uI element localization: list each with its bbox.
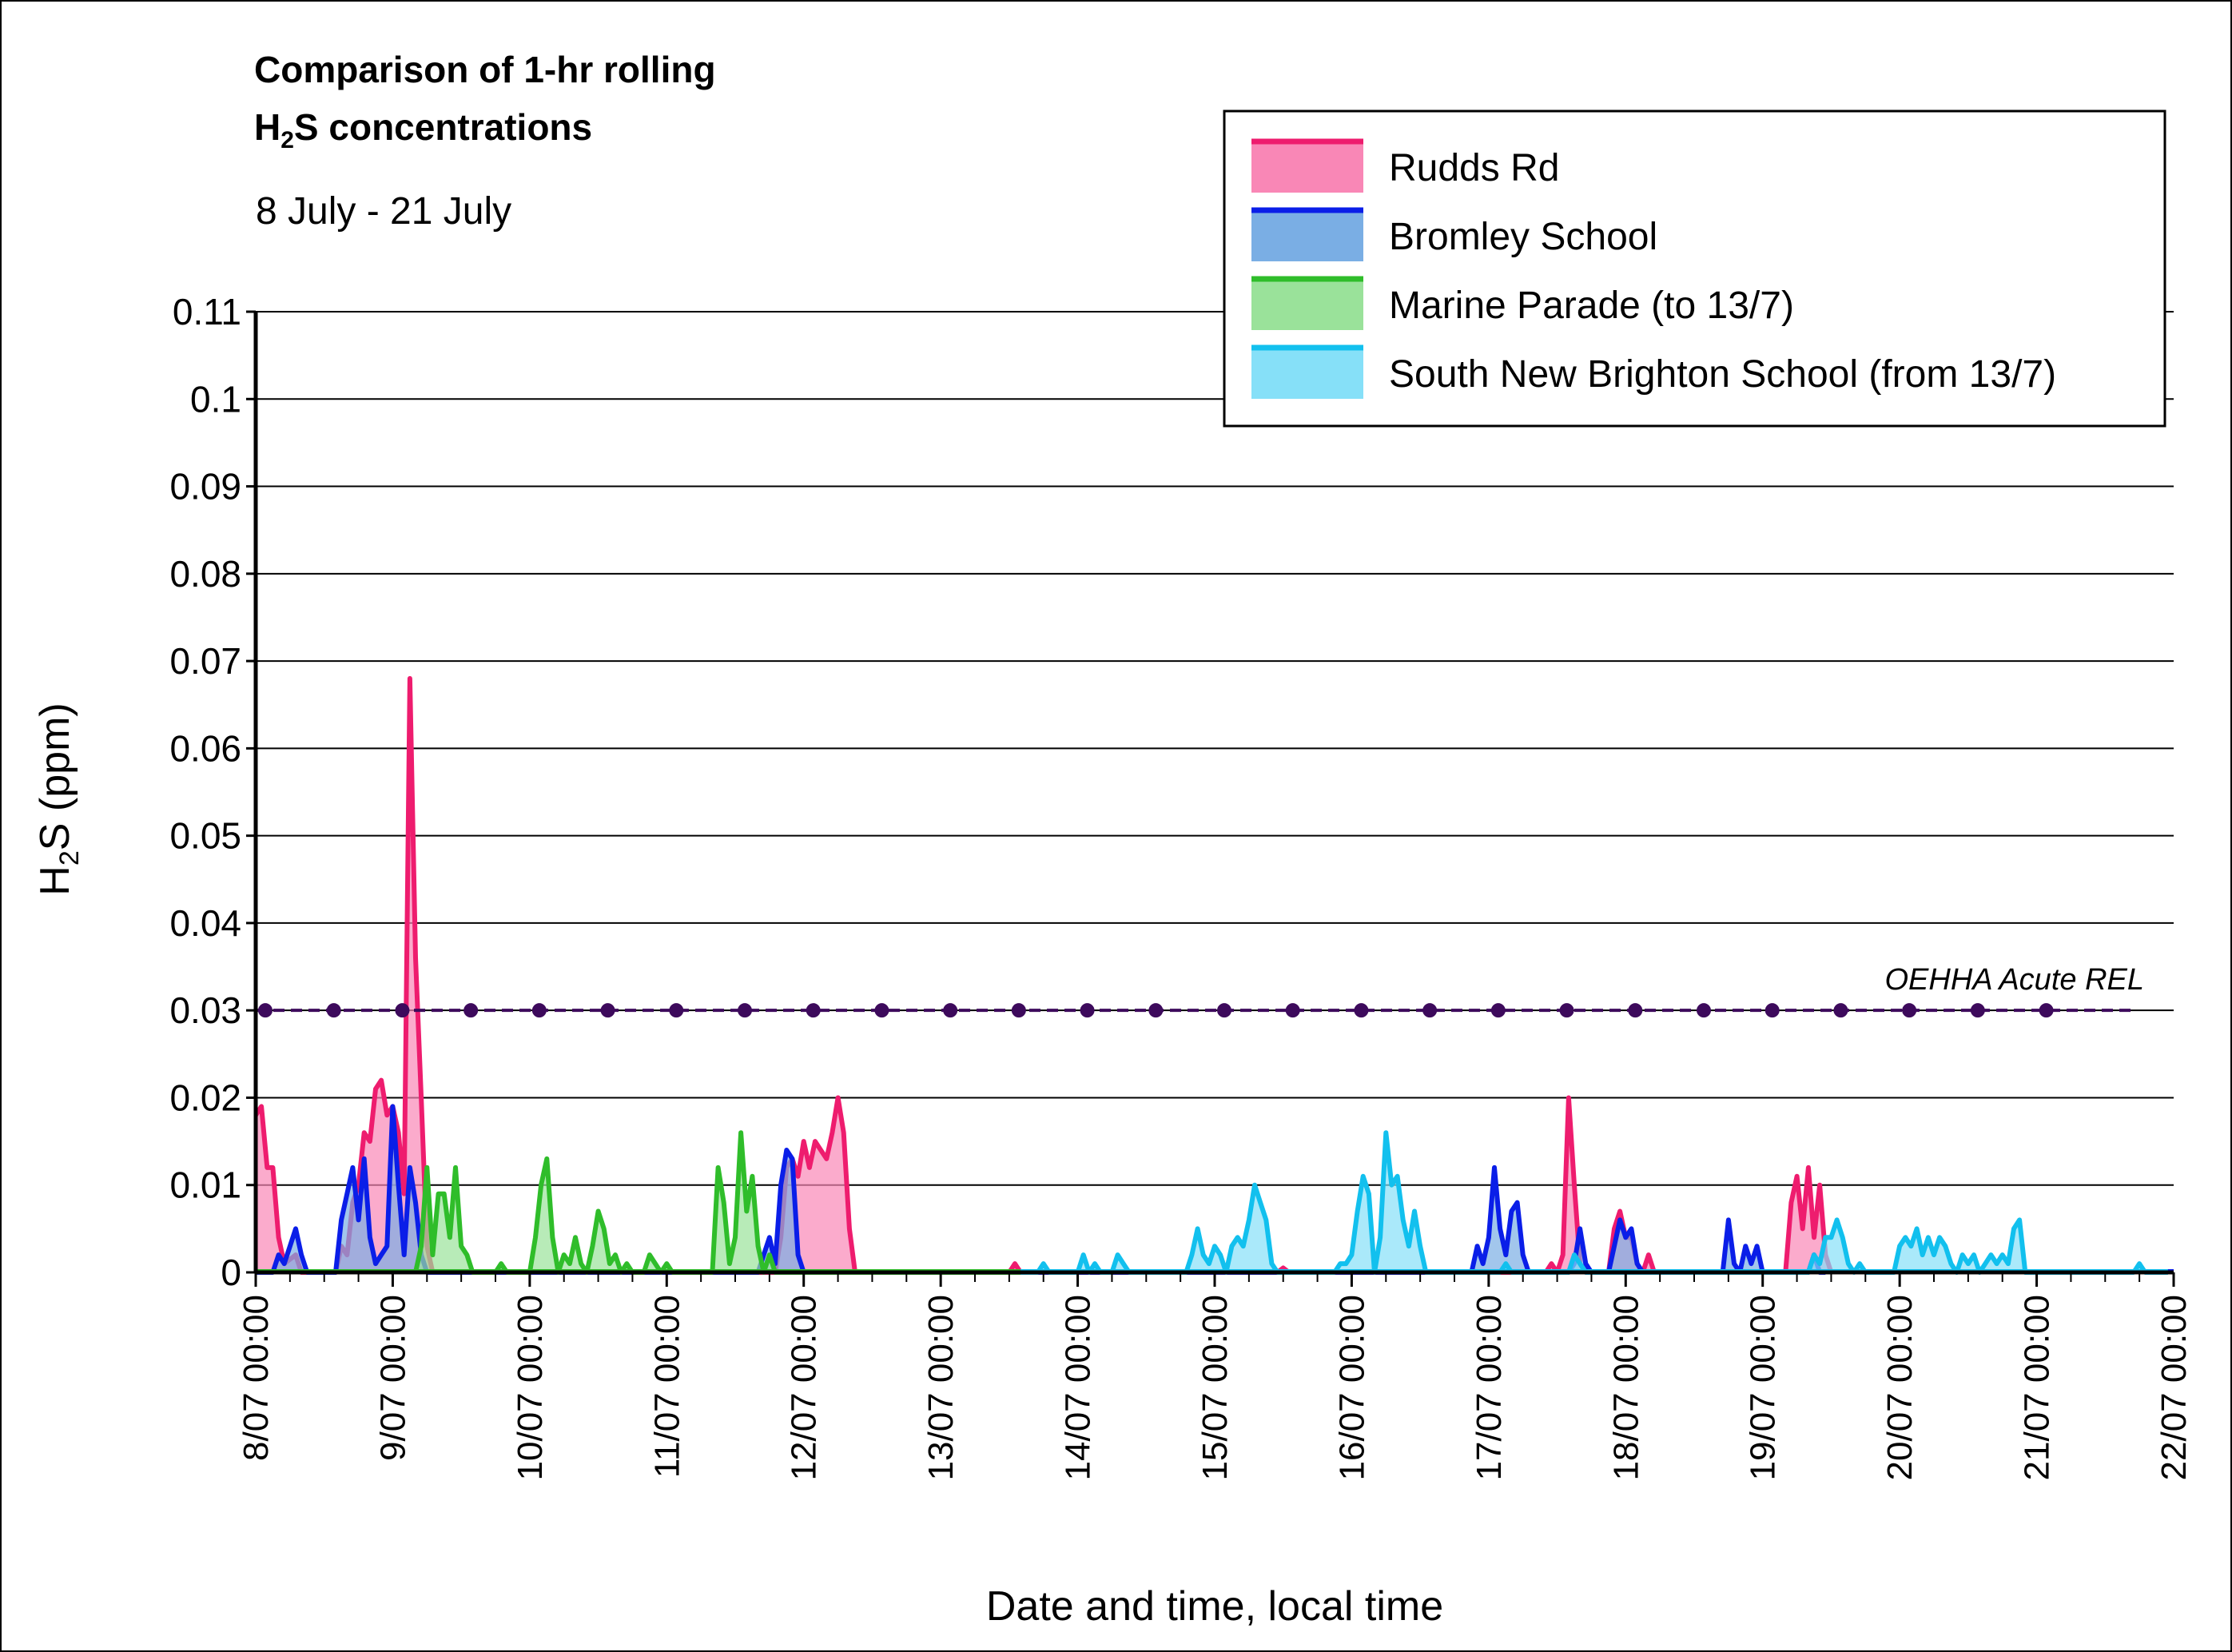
chart-title-line2: H2S concentrations [254, 106, 592, 153]
y-tick-label: 0.09 [169, 466, 241, 508]
x-tick-label: 17/07 00:00 [1470, 1295, 1509, 1480]
y-tick-label: 0 [221, 1252, 241, 1293]
reference-marker [874, 1003, 889, 1018]
x-tick-label: 21/07 00:00 [2018, 1295, 2057, 1480]
reference-marker [738, 1003, 752, 1018]
x-tick-label: 20/07 00:00 [1880, 1295, 1920, 1480]
reference-marker [395, 1003, 410, 1018]
y-axis-label: H2S (ppm) [32, 703, 85, 895]
x-tick-label: 22/07 00:00 [2154, 1295, 2194, 1480]
series-line-3 [1021, 1130, 2168, 1275]
y-tick-label: 0.01 [169, 1164, 241, 1206]
legend-label-1: Bromley School [1389, 216, 1657, 258]
reference-marker [1354, 1003, 1369, 1018]
reference-marker [600, 1003, 615, 1018]
reference-marker [669, 1003, 684, 1018]
series-line-0 [253, 675, 1834, 1275]
reference-marker [1765, 1003, 1780, 1018]
y-tick-label: 0.1 [190, 378, 241, 420]
series-line-1 [256, 1104, 1826, 1275]
series-line-2 [413, 1130, 1021, 1275]
y-axis-label-h: H [32, 866, 78, 896]
legend-box [1223, 109, 2166, 428]
reference-marker [1902, 1003, 1917, 1018]
y-tick-label: 0.11 [173, 291, 241, 332]
x-tick-label: 14/07 00:00 [1059, 1295, 1098, 1480]
x-tick-label: 19/07 00:00 [1744, 1295, 1783, 1480]
legend-swatch-3 [1251, 346, 1363, 399]
reference-marker [1422, 1003, 1438, 1018]
reference-marker [531, 1003, 547, 1018]
reference-marker [943, 1003, 958, 1018]
reference-line-label: OEHHA Acute REL [1884, 963, 2144, 997]
legend-swatch-0 [1251, 140, 1363, 193]
reference-marker [326, 1003, 341, 1018]
legend: Rudds Rd Bromley School Marine Parade (to … [1223, 109, 2166, 428]
y-tick-label: 0.05 [169, 815, 241, 857]
x-tick-label: 11/07 00:00 [647, 1295, 686, 1478]
y-tick-layer: 0 0.01 0.02 0.03 0.04 0.05 0.06 0.07 0.08 0.09 0.1… [169, 291, 256, 1293]
legend-label-2: Marine Parade (to 13/7) [1389, 285, 1794, 327]
chart-subtitle: 8 July - 21 July [256, 190, 511, 233]
y-tick-label: 0.07 [169, 640, 241, 682]
y-axis-label-rest: S (ppm) [32, 703, 78, 850]
x-tick-label: 8/07 00:00 [237, 1295, 276, 1461]
reference-marker [1011, 1003, 1026, 1018]
x-tick-label: 18/07 00:00 [1606, 1295, 1645, 1480]
reference-marker [1148, 1003, 1164, 1018]
x-tick-label: 12/07 00:00 [785, 1295, 824, 1480]
reference-marker [1970, 1003, 1985, 1018]
y-tick-label: 0.02 [169, 1077, 241, 1118]
legend-swatch-1 [1251, 209, 1363, 261]
chart-title-line1: Comparison of 1-hr rolling [254, 49, 716, 90]
chart-title-rest: S concentrations [294, 106, 592, 148]
x-tick-label: 10/07 00:00 [511, 1295, 550, 1480]
reference-marker [1628, 1003, 1643, 1018]
series-area-0 [256, 678, 1832, 1272]
x-axis-label: Date and time, local time [986, 1583, 1443, 1630]
reference-marker [806, 1003, 821, 1018]
reference-marker [1559, 1003, 1574, 1018]
grid-layer [256, 311, 2174, 1186]
x-tick-label: 9/07 00:00 [373, 1295, 412, 1461]
reference-marker [1285, 1003, 1300, 1018]
x-tick-label: 15/07 00:00 [1196, 1295, 1235, 1480]
x-tick-layer: 8/07 00:00 9/07 00:00 10/07 00:00 11/07 00:… [237, 1272, 2194, 1480]
legend-label-0: Rudds Rd [1389, 147, 1559, 189]
y-tick-label: 0.06 [169, 727, 241, 769]
y-tick-label: 0.08 [169, 553, 241, 595]
reference-marker [2039, 1003, 2054, 1018]
legend-swatch-2 [1251, 277, 1363, 330]
legend-items: Rudds Rd Bromley School Marine Parade (to … [1251, 138, 2056, 399]
y-tick-label: 0.03 [169, 989, 241, 1031]
reference-marker [1697, 1003, 1711, 1018]
reference-marker [1490, 1003, 1506, 1018]
x-tick-label: 16/07 00:00 [1332, 1295, 1371, 1480]
reference-marker [1833, 1003, 1848, 1018]
legend-label-3: South New Brighton School (from 13/7) [1389, 353, 2056, 396]
y-tick-label: 0.04 [169, 902, 241, 944]
reference-marker [464, 1003, 479, 1018]
y-axis-label-sub: 2 [54, 850, 85, 866]
reference-line-group [256, 1003, 2134, 1018]
series-area-1 [256, 1106, 1826, 1272]
reference-marker [258, 1003, 273, 1018]
x-tick-label: 13/07 00:00 [921, 1295, 961, 1480]
reference-marker [1080, 1003, 1095, 1018]
chart-title-sub: 2 [280, 127, 294, 153]
chart-title-h: H [254, 106, 280, 148]
reference-marker [1217, 1003, 1231, 1018]
